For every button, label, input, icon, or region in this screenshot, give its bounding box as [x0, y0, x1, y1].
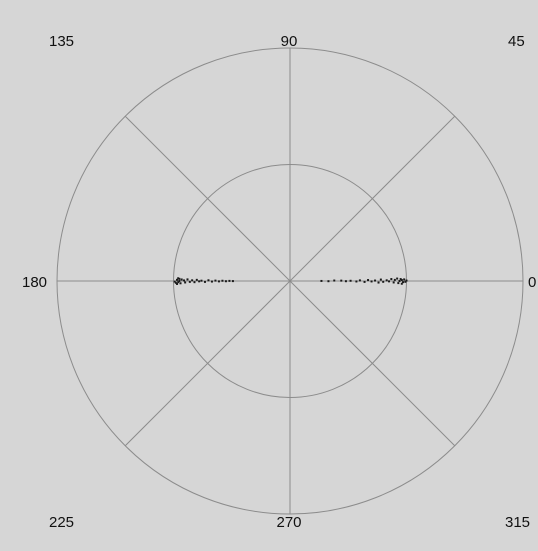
- data-point-0-31: [177, 281, 180, 284]
- data-point-0-33: [179, 282, 182, 285]
- polar-grid: [56, 47, 524, 515]
- data-point-0-49: [203, 280, 206, 283]
- data-point-0-53: [217, 280, 220, 283]
- data-point-0-23: [355, 280, 358, 283]
- data-point-0-36: [180, 278, 183, 281]
- data-point-0-18: [374, 279, 377, 282]
- angle-labels: 0 45 90 135 180 225 270 315: [22, 33, 536, 531]
- data-point-0-32: [176, 278, 178, 281]
- data-point-0-9: [405, 279, 408, 282]
- angular-gridline-45: [289, 115, 456, 282]
- data-point-0-17: [377, 281, 380, 284]
- data-point-0-21: [363, 280, 366, 283]
- data-point-0-35: [174, 281, 177, 284]
- data-point-0-45: [193, 281, 196, 284]
- data-point-0-26: [340, 279, 343, 282]
- data-points: [173, 277, 408, 285]
- data-point-0-54: [221, 279, 224, 282]
- data-point-0-13: [388, 280, 391, 283]
- data-point-0-5: [403, 278, 406, 281]
- data-point-0-19: [370, 280, 373, 283]
- data-point-0-34: [178, 277, 181, 280]
- data-point-0-8: [400, 282, 403, 285]
- data-point-0-12: [390, 278, 393, 281]
- angle-label-135: 135: [49, 33, 74, 50]
- angle-label-0: 0: [528, 274, 536, 291]
- data-point-0-6: [404, 280, 407, 283]
- data-point-0-52: [214, 279, 217, 282]
- data-point-0-11: [392, 281, 395, 284]
- data-point-0-3: [399, 278, 402, 281]
- data-point-0-38: [177, 277, 180, 280]
- angle-label-315: 315: [505, 514, 530, 531]
- data-point-0-57: [231, 280, 234, 283]
- data-point-0-29: [320, 279, 323, 282]
- angle-label-45: 45: [508, 33, 525, 50]
- data-point-0-22: [358, 279, 361, 282]
- data-point-0-39: [173, 280, 176, 283]
- data-point-0-51: [210, 280, 213, 283]
- angular-gridline-225: [124, 280, 291, 447]
- data-point-0-28: [327, 280, 330, 283]
- data-point-0-42: [186, 278, 189, 281]
- angle-label-225: 225: [49, 514, 74, 531]
- data-point-0-15: [382, 280, 385, 283]
- angular-gridline-315: [289, 280, 456, 447]
- data-point-0-56: [228, 279, 231, 282]
- data-point-0-20: [367, 279, 370, 282]
- data-point-0-41: [184, 281, 187, 284]
- data-point-0-14: [385, 279, 388, 282]
- data-point-0-37: [176, 282, 179, 285]
- data-point-0-40: [182, 279, 185, 282]
- data-point-0-0: [398, 280, 401, 282]
- data-point-0-7: [396, 277, 399, 280]
- angle-label-180: 180: [22, 274, 47, 291]
- data-point-0-43: [188, 280, 191, 283]
- data-point-0-4: [397, 282, 400, 285]
- data-point-0-1: [400, 279, 403, 282]
- data-point-0-46: [195, 278, 198, 281]
- angle-label-270: 270: [276, 514, 301, 531]
- data-point-0-16: [379, 278, 382, 281]
- data-point-0-48: [200, 279, 203, 282]
- data-point-0-24: [349, 279, 352, 282]
- data-point-0-44: [191, 279, 194, 282]
- angular-gridline-135: [124, 115, 291, 282]
- data-point-0-2: [402, 281, 404, 284]
- data-point-0-25: [344, 280, 347, 283]
- data-point-0-55: [224, 280, 227, 283]
- data-point-0-50: [207, 279, 210, 282]
- data-point-0-10: [393, 278, 396, 281]
- data-point-0-47: [198, 280, 201, 283]
- data-point-0-30: [178, 280, 181, 282]
- data-point-0-27: [333, 279, 336, 282]
- angle-label-90: 90: [281, 33, 298, 50]
